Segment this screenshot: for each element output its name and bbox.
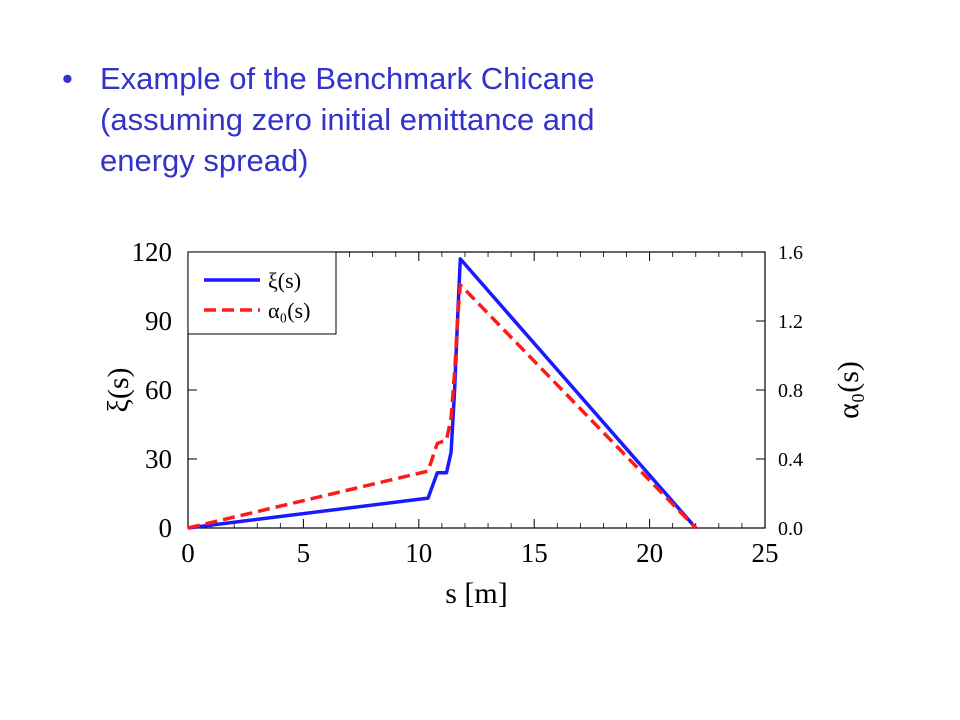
x-tick-label: 20 (636, 538, 663, 568)
bullet-line: energy spread) (100, 143, 309, 178)
x-tick-label: 25 (752, 538, 779, 568)
x-tick-label: 10 (405, 538, 432, 568)
y-right-tick-label: 0.8 (778, 380, 803, 402)
y-left-tick-label: 60 (145, 375, 172, 405)
legend-label: ξ(s) (268, 268, 301, 293)
y-left-tick-label: 90 (145, 306, 172, 336)
series-line (187, 283, 698, 530)
legend-label: α₀(s) (268, 298, 310, 323)
y-right-tick-label: 0.4 (778, 449, 803, 471)
x-axis-label: s [m] (445, 577, 508, 610)
x-tick-label: 0 (181, 538, 195, 568)
y-left-tick-label: 30 (145, 444, 172, 474)
bullet-text: Example of the Benchmark Chicane (assumi… (100, 58, 700, 181)
y-left-tick-label: 120 (132, 237, 173, 267)
bullet-marker: • (62, 61, 73, 96)
bullet-line: Example of the Benchmark Chicane (100, 61, 595, 96)
y-left-axis-label: ξ(s) (102, 367, 135, 412)
bullet-line: (assuming zero initial emittance and (100, 102, 595, 137)
x-tick-label: 15 (521, 538, 548, 568)
y-right-tick-label: 1.2 (778, 311, 803, 333)
legend-box (187, 251, 337, 335)
y-left-tick-label: 0 (159, 513, 173, 543)
y-right-tick-label: 0.0 (778, 518, 803, 540)
y-right-axis-label: α₀(s) (832, 361, 865, 419)
y-right-tick-label: 1.6 (778, 242, 803, 264)
series-line (187, 257, 698, 530)
x-tick-label: 5 (297, 538, 311, 568)
